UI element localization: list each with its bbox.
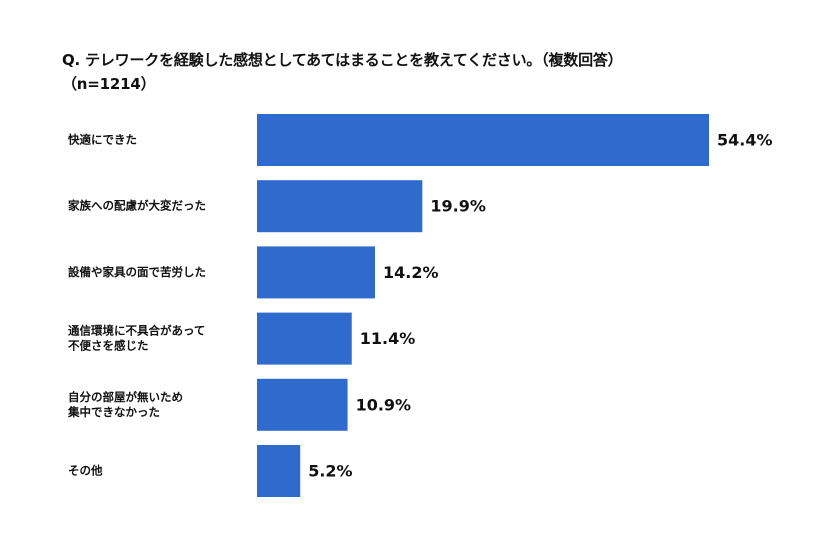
chart-subtitle: （n=1214） [62, 75, 156, 93]
bar [257, 246, 375, 299]
value-label: 10.9% [356, 395, 412, 414]
value-label: 14.2% [383, 263, 439, 282]
category-label: 集中できなかった [67, 405, 160, 419]
category-label: 自分の部屋が無いため [68, 390, 183, 404]
category-label: 家族への配慮が大変だった [68, 199, 206, 213]
category-label: その他 [68, 464, 103, 478]
chart-title: Q. テレワークを経験した感想としてあてはまることを教えてください。（複数回答） [62, 51, 623, 69]
category-label: 快適にできた [67, 133, 137, 147]
value-label: 11.4% [360, 329, 416, 348]
bar [257, 312, 352, 365]
chart-title-block: Q. テレワークを経験した感想としてあてはまることを教えてください。（複数回答）… [62, 48, 802, 96]
value-label: 5.2% [308, 462, 352, 481]
bar [257, 114, 709, 166]
bar [257, 180, 423, 233]
category-label: 設備や家具の面で苦労した [68, 265, 206, 279]
value-label: 54.4% [717, 131, 773, 150]
bar [257, 378, 348, 431]
category-label: 通信環境に不具合があって [68, 324, 205, 338]
value-label: 19.9% [430, 197, 486, 216]
category-label: 不便さを感じた [68, 339, 149, 353]
bar [257, 445, 301, 497]
